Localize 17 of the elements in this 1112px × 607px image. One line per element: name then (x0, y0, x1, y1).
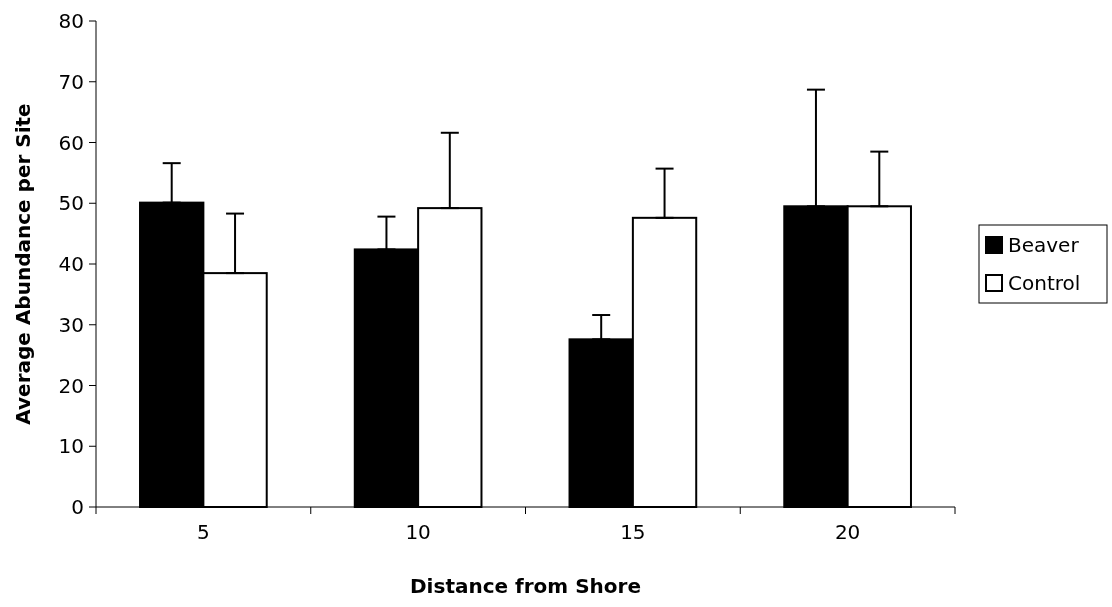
y-tick-label: 60 (58, 130, 84, 155)
x-tick-label: 15 (620, 520, 646, 544)
y-tick-label: 80 (58, 9, 84, 33)
y-axis-title: Average Abundance per Site (11, 103, 35, 425)
y-tick-label: 50 (58, 191, 84, 216)
y-tick-label: 10 (58, 434, 84, 459)
x-tick-label: 20 (834, 520, 861, 544)
y-tick-label: 30 (58, 312, 84, 337)
x-tick-label: 10 (405, 520, 431, 544)
x-tick-label: 5 (197, 520, 210, 544)
y-tick-label: 20 (58, 373, 84, 398)
y-tick-label: 40 (58, 252, 84, 276)
legend-label: Beaver (1008, 233, 1080, 257)
legend-label: Control (1008, 271, 1081, 295)
x-axis-title: Distance from Shore (410, 574, 641, 598)
y-tick-label: 0 (71, 495, 84, 519)
y-tick-label: 70 (58, 69, 84, 94)
